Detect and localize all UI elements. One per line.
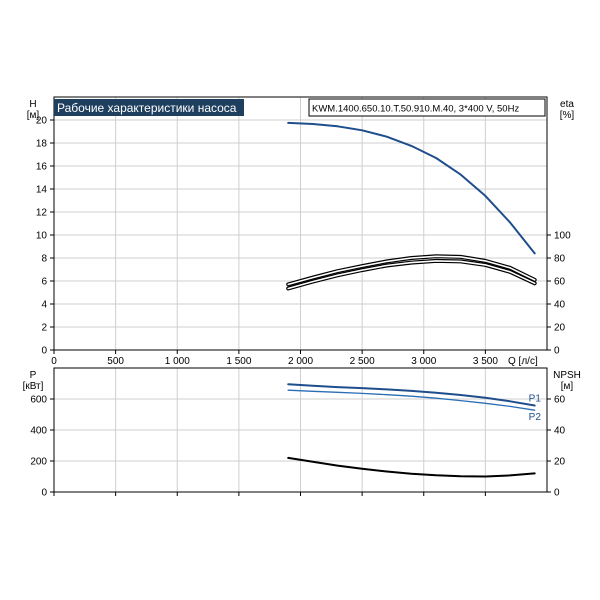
left-tick-label: 4 xyxy=(41,300,47,311)
x-tick-label: 3 500 xyxy=(473,356,498,367)
series-layer: P1 P2 xyxy=(286,121,542,478)
x-tick-label: 1 500 xyxy=(226,356,251,367)
right-tick-label: 40 xyxy=(554,300,566,311)
right-tick-label: 20 xyxy=(554,323,566,334)
left-tick-label: 18 xyxy=(36,139,48,150)
right-tick-label: 100 xyxy=(554,231,571,242)
right-axis-name: eta xyxy=(560,99,574,110)
x-tick-label: 3 000 xyxy=(411,356,436,367)
left-tick-label: 16 xyxy=(36,162,48,173)
right-axis-unit: [%] xyxy=(560,110,575,121)
top-panel-grid xyxy=(54,97,547,350)
left-tick-label: 12 xyxy=(36,208,48,219)
left-axis-unit: [м] xyxy=(27,110,40,121)
bottom-panel-ticks: 0 200 400 600 0 20 40 60 xyxy=(30,395,565,499)
efficiency-curve xyxy=(287,255,536,286)
left-tick-label: 10 xyxy=(36,231,48,242)
x-axis-label: Q [л/с] xyxy=(508,356,538,367)
right-tick-label: 0 xyxy=(554,346,560,357)
left-tick-label: 2 xyxy=(41,323,47,334)
left-tick-label: 8 xyxy=(41,254,47,265)
right-tick-label: 60 xyxy=(554,395,566,406)
x-tick-label: 500 xyxy=(107,356,124,367)
left-tick-label: 200 xyxy=(30,457,47,468)
right-tick-label: 0 xyxy=(554,488,560,499)
left-axis-unit: [кВт] xyxy=(23,381,44,392)
left-tick-label: 14 xyxy=(36,185,48,196)
series-label-p1: P1 xyxy=(529,394,542,405)
right-axis-unit: [м] xyxy=(561,381,574,392)
right-axis-name: NPSH xyxy=(553,370,581,381)
left-tick-label: 600 xyxy=(30,395,47,406)
efficiency-curve xyxy=(287,260,536,290)
series-label-p2: P2 xyxy=(529,412,542,423)
left-axis-name: P xyxy=(30,370,37,381)
right-tick-label: 60 xyxy=(554,277,566,288)
x-tick-label: 2 500 xyxy=(350,356,375,367)
chart-title-box xyxy=(54,99,244,116)
left-tick-label: 6 xyxy=(41,277,47,288)
left-tick-label: 20 xyxy=(36,116,48,127)
x-tick-label: 0 xyxy=(51,356,57,367)
left-tick-label: 0 xyxy=(41,488,47,499)
x-tick-label: 2 000 xyxy=(288,356,313,367)
right-tick-label: 80 xyxy=(554,254,566,265)
model-label: KWM.1400.650.10.T.50.910.M.40, 3*400 V, … xyxy=(312,104,519,115)
x-tick-label: 1 000 xyxy=(165,356,190,367)
p1-curve xyxy=(287,383,536,407)
right-tick-label: 20 xyxy=(554,457,566,468)
left-tick-label: 400 xyxy=(30,426,47,437)
model-label-box xyxy=(308,98,546,117)
left-tick-label: 0 xyxy=(41,346,47,357)
head-curve xyxy=(287,121,536,255)
bottom-panel-grid xyxy=(54,368,547,492)
left-axis-name: H xyxy=(29,99,36,110)
npsh-curve xyxy=(287,456,536,478)
p2-curve xyxy=(287,389,536,411)
right-tick-label: 40 xyxy=(554,426,566,437)
chart-title: Рабочие характеристики насоса xyxy=(57,101,237,115)
axis-labels: Q [л/с]H[м]eta[%]P[кВт]NPSH[м] xyxy=(23,99,581,392)
